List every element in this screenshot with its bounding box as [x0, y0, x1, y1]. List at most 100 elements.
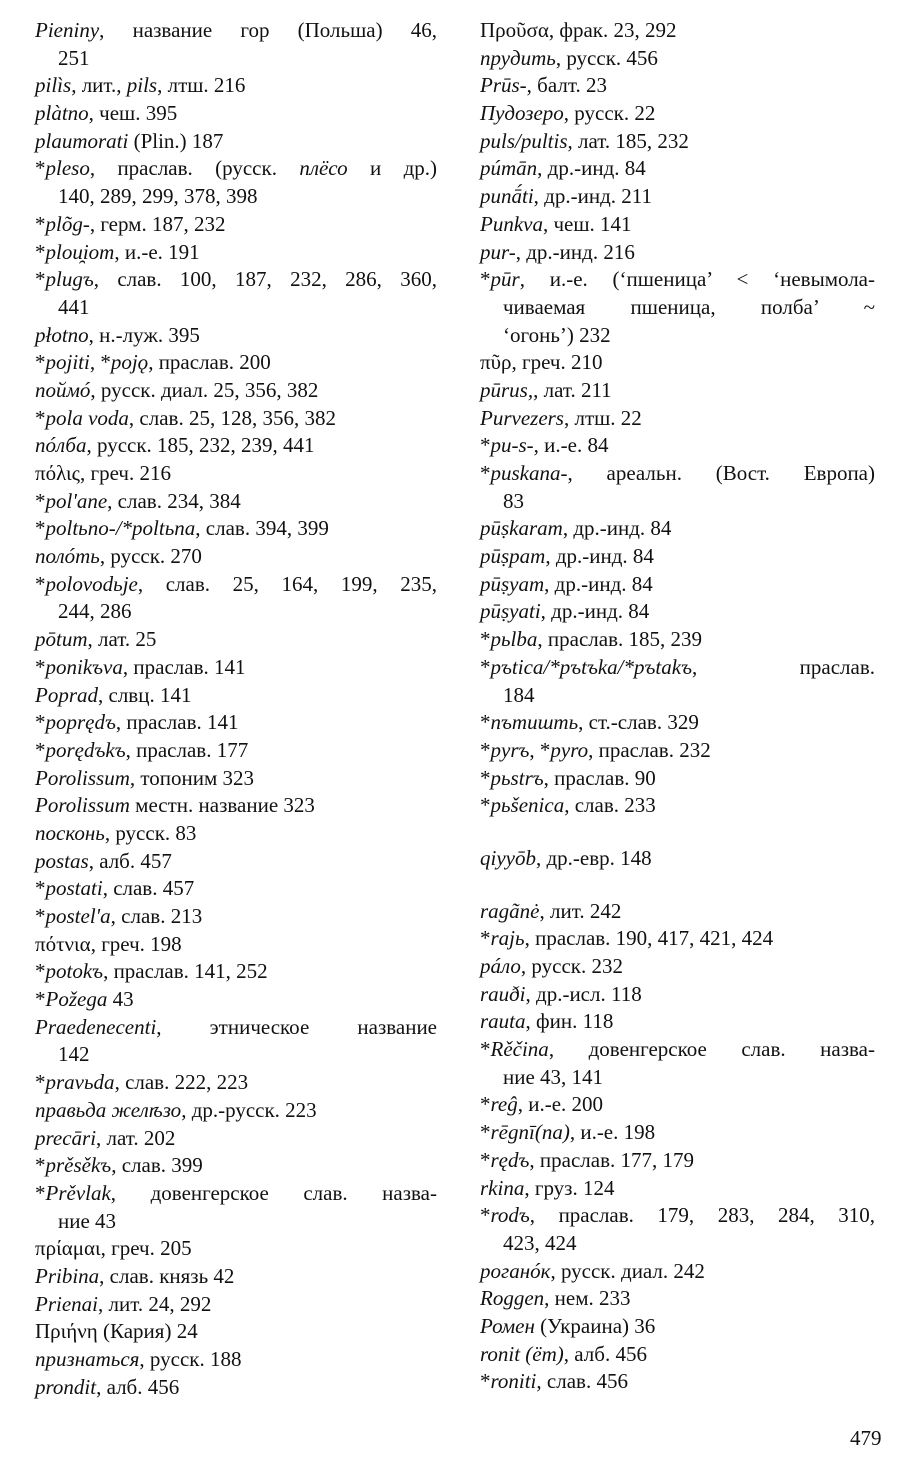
- entry-line: qiyyōb, др.-евр. 148: [480, 845, 875, 873]
- entry-text: 140, 289, 299, 378, 398: [58, 184, 258, 209]
- entry-line: ние 43, 141: [480, 1064, 875, 1092]
- headword: pūrus,: [480, 377, 534, 402]
- index-entry: pilìs, лит., pils, лтш. 216: [35, 72, 437, 100]
- entry-text: , праслав. 232: [588, 737, 711, 762]
- index-entry: посконь, русск. 83: [35, 820, 437, 848]
- index-entry: Purvezers, лтш. 22: [480, 405, 875, 433]
- entry-text: *: [480, 710, 491, 735]
- headword: pyrъ: [490, 737, 530, 762]
- entry-text: *: [35, 488, 46, 513]
- index-entry: *pьšenica, слав. 233: [480, 792, 875, 820]
- entry-text: , русск. 270: [99, 544, 202, 569]
- entry-text: , слав. 399: [111, 1153, 203, 1178]
- entry-text: , и.-е. (‘пшеница’ < ‘невымола-: [519, 267, 875, 292]
- headword: Roggen: [480, 1286, 545, 1311]
- entry-text: Προῦσα, фрак. 23, 292: [480, 18, 677, 42]
- headword: Prūs-: [480, 73, 527, 98]
- entry-line: πῦρ, греч. 210: [480, 349, 875, 377]
- entry-line: πρίαμαι, греч. 205: [35, 1235, 437, 1263]
- index-letter-section: qiyyōb, др.-евр. 148: [480, 845, 875, 873]
- entry-text: , и.-е. 200: [517, 1092, 604, 1117]
- entry-line: *postati, слав. 457: [35, 875, 437, 903]
- entry-line: 184: [480, 682, 875, 710]
- entry-text: , лат. 202: [96, 1125, 176, 1150]
- entry-text: , праслав. 177, 179: [529, 1147, 695, 1172]
- headword: plugъ: [45, 267, 94, 292]
- entry-text: , др.-инд. 84: [562, 516, 672, 541]
- index-entry: *plõg-, герм. 187, 232: [35, 211, 437, 239]
- headword: плёсо: [299, 156, 348, 181]
- entry-line: Пудозеро, русск. 22: [480, 100, 875, 128]
- headword: Rěčina: [490, 1037, 549, 1062]
- index-entry: *potokъ, праслав. 141, 252: [35, 958, 437, 986]
- headword: Ромен: [480, 1313, 535, 1338]
- headword: pol'ane: [45, 488, 108, 513]
- index-entry: роганóк, русск. диал. 242: [480, 1258, 875, 1286]
- entry-line: rkina, груз. 124: [480, 1175, 875, 1203]
- headword: pōtum: [35, 627, 88, 652]
- index-entry: *pojiti, *pojǫ, праслав. 200: [35, 349, 437, 377]
- index-entry: Porolissum местн. название 323: [35, 792, 437, 820]
- headword: поймó: [35, 377, 91, 402]
- index-entry: *reĝ, и.-е. 200: [480, 1091, 875, 1119]
- entry-line: 244, 286: [35, 598, 437, 626]
- entry-line: *Požega 43: [35, 986, 437, 1014]
- headword: roniti: [490, 1369, 537, 1394]
- entry-text: , слав. 394, 399: [195, 516, 329, 541]
- entry-text: , довенгерское слав. назва-: [110, 1180, 437, 1205]
- index-entry: Prūs-, балт. 23: [480, 72, 875, 100]
- entry-line: ние 43: [35, 1208, 437, 1236]
- entry-text: , праслав. 141: [122, 654, 246, 679]
- index-letter-section: Προῦσα, фрак. 23, 292 прудить, русск. 456…: [480, 17, 875, 820]
- entry-text: , и.-е. 84: [533, 433, 609, 458]
- entry-text: , лит. 242: [539, 898, 622, 923]
- entry-line: Πριήνη (Кария) 24: [35, 1318, 437, 1346]
- entry-text: *: [35, 654, 46, 679]
- entry-text: *: [480, 1147, 491, 1172]
- index-entry: *pola voda, слав. 25, 128, 356, 382: [35, 405, 437, 433]
- headword: Prěvlak: [45, 1180, 111, 1205]
- entry-line: pilìs, лит., pils, лтш. 216: [35, 72, 437, 100]
- entry-text: , фин. 118: [525, 1009, 614, 1034]
- index-entry: *pleso, праслав. (русск. плёсо и др.) 140…: [35, 155, 437, 210]
- entry-text: , слав. князь 42: [99, 1263, 235, 1288]
- headword: Požega: [45, 987, 108, 1012]
- entry-text: , и.-е. 191: [114, 239, 200, 264]
- entry-line: ronit (ëm), алб. 456: [480, 1341, 875, 1369]
- entry-text: πρίαμαι, греч. 205: [35, 1236, 192, 1261]
- entry-line: ragãnė, лит. 242: [480, 898, 875, 926]
- headword: pьstrъ: [490, 765, 544, 790]
- entry-line: *poprędъ, праслав. 141: [35, 709, 437, 737]
- entry-text: , чеш. 141: [542, 211, 632, 236]
- index-entry: *rēgnī(na), и.-е. 198: [480, 1119, 875, 1147]
- headword: pьlba: [490, 627, 538, 652]
- headword: ragãnė: [480, 898, 540, 923]
- headword: poltьno-/*poltьna: [45, 516, 196, 541]
- entry-text: , алб. 456: [96, 1374, 180, 1399]
- headword: rodъ: [490, 1203, 530, 1228]
- index-entry: pūrus,, лат. 211: [480, 377, 875, 405]
- entry-text: , праслав. 177: [125, 737, 249, 762]
- index-entry: Pribina, слав. князь 42: [35, 1263, 437, 1291]
- entry-text: *: [480, 433, 491, 458]
- entry-text: , праслав.: [691, 654, 875, 679]
- index-entry: признаться, русск. 188: [35, 1346, 437, 1374]
- index-entry: ragãnė, лит. 242: [480, 898, 875, 926]
- headword: rauði: [480, 981, 526, 1006]
- index-entry: *postati, слав. 457: [35, 875, 437, 903]
- entry-text: , слвц. 141: [98, 682, 192, 707]
- entry-line: роганóк, русск. диал. 242: [480, 1258, 875, 1286]
- headword: puls/pultis: [480, 128, 568, 153]
- index-entry: Ромен (Украина) 36: [480, 1313, 875, 1341]
- entry-line: *pūr, и.-е. (‘пшеница’ < ‘невымола-: [480, 266, 875, 294]
- headword: Porolissum: [35, 765, 130, 790]
- entry-text: , балт. 23: [526, 73, 607, 98]
- headword: plàtno: [35, 101, 89, 126]
- entry-text: , алб. 456: [563, 1341, 647, 1366]
- entry-text: , праслав. 200: [148, 350, 271, 375]
- headword: plõg-: [45, 211, 90, 236]
- index-entry: qiyyōb, др.-евр. 148: [480, 845, 875, 873]
- entry-text: *: [35, 350, 46, 375]
- entry-line: rauta, фин. 118: [480, 1008, 875, 1036]
- headword: płotno: [35, 322, 89, 347]
